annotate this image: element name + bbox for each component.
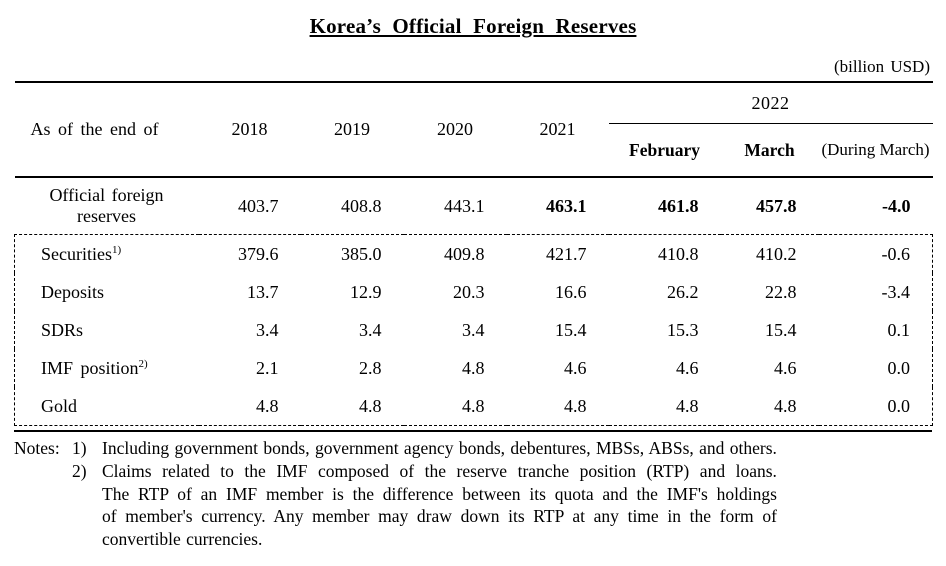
table-cell: 0.1 <box>818 311 934 349</box>
row-label-text: IMF position <box>41 357 139 378</box>
table-cell: 4.6 <box>774 357 797 378</box>
table-cell: 3.4 <box>462 319 485 340</box>
table-cell: 443.1 <box>444 195 485 216</box>
table-bottom-rule <box>14 430 932 432</box>
notes-section: Notes: 1) Including government bonds, go… <box>14 437 932 551</box>
row-label: Official foreign reserves <box>49 184 164 226</box>
note-text: Claims related to the IMF composed of th… <box>102 460 777 551</box>
table-cell: 4.8 <box>608 387 721 426</box>
table-row-official-reserves: Official foreign reserves 403.7 408.8 44… <box>15 177 933 235</box>
table-cell: 16.6 <box>555 281 587 302</box>
note-item: 2) Claims related to the IMF composed of… <box>72 460 777 551</box>
row-label: Securities1) <box>14 234 199 273</box>
note-marker: 1) <box>72 438 87 458</box>
header-row-top: As of the end of 2018 2019 2020 2021 202… <box>14 82 933 178</box>
table-row-gold: Gold 4.8 4.8 4.8 4.8 4.8 4.8 0.0 <box>14 387 934 426</box>
table-cell: 0.0 <box>818 387 934 426</box>
page-title: Korea’s Official Foreign Reserves <box>309 14 637 38</box>
table-cell: 4.8 <box>300 387 404 426</box>
table-cell: 3.4 <box>359 319 382 340</box>
table-cell: 410.2 <box>720 234 819 273</box>
table-cell: 15.4 <box>765 319 797 340</box>
table-cell: -0.6 <box>818 234 934 273</box>
table-row-sdrs: SDRs 3.4 3.4 3.4 15.4 15.3 15.4 0.1 <box>14 311 934 349</box>
table-cell: 4.6 <box>564 357 587 378</box>
notes-label: Notes: <box>14 438 60 458</box>
table-cell: 408.8 <box>341 195 382 216</box>
table-cell: 22.8 <box>765 281 797 302</box>
table-cell: 15.4 <box>555 319 587 340</box>
note-item: 1) Including government bonds, governmen… <box>72 437 777 460</box>
footnote-ref-1: 1) <box>111 243 122 256</box>
table-cell: 4.8 <box>462 357 485 378</box>
table-cell: 12.9 <box>350 281 382 302</box>
table-cell: -4.0 <box>882 195 911 216</box>
table-cell: 409.8 <box>403 234 507 273</box>
col-header-march: March <box>720 123 819 178</box>
table-cell: 421.7 <box>506 234 609 273</box>
table-cell: 4.8 <box>720 387 819 426</box>
table-cell: 26.2 <box>667 281 699 302</box>
table-cell: 385.0 <box>300 234 404 273</box>
table-row-deposits: Deposits 13.7 12.9 20.3 16.6 26.2 22.8 -… <box>14 273 934 311</box>
table-cell: 4.8 <box>198 387 301 426</box>
note-marker: 2) <box>72 460 87 481</box>
table-cell: 463.1 <box>546 195 587 216</box>
table-row-imf-position: IMF position2) 2.1 2.8 4.8 4.6 4.6 4.6 0… <box>14 349 934 387</box>
table-cell: 15.3 <box>667 319 699 340</box>
col-header-during-march: (During March) <box>818 123 933 178</box>
table-cell: 20.3 <box>453 281 485 302</box>
table-cell: 379.6 <box>198 234 301 273</box>
col-header-2018: 2018 <box>198 82 301 178</box>
table-cell: 457.8 <box>756 195 797 216</box>
table-cell: 461.8 <box>658 195 699 216</box>
col-header-2020: 2020 <box>403 82 507 178</box>
table-row-securities: Securities1) 379.6 385.0 409.8 421.7 410… <box>14 234 934 273</box>
col-header-february: February <box>608 123 721 178</box>
col-group-2022: 2022 <box>608 82 933 124</box>
corner-header: As of the end of <box>14 82 199 178</box>
table-cell: 410.8 <box>608 234 721 273</box>
table-cell: 2.8 <box>359 357 382 378</box>
reserves-table: As of the end of 2018 2019 2020 2021 202… <box>14 81 934 426</box>
row-label: Gold <box>14 387 199 426</box>
note-line: The RTP of an IMF member is the differen… <box>102 483 777 504</box>
note-line: convertible currencies. <box>102 529 263 549</box>
table-cell: 403.7 <box>238 195 279 216</box>
note-text: Including government bonds, government a… <box>102 438 777 458</box>
row-label: SDRs <box>14 311 199 349</box>
table-cell: -3.4 <box>818 273 934 311</box>
table-cell: 3.4 <box>256 319 279 340</box>
row-label-text: Securities <box>41 243 112 264</box>
table-cell: 2.1 <box>256 357 279 378</box>
notes-items: 1) Including government bonds, governmen… <box>72 437 777 551</box>
row-label: IMF position2) <box>14 349 199 387</box>
header-row-sub: February March (During March) <box>15 123 933 178</box>
table-cell: 13.7 <box>247 281 279 302</box>
note-line: Claims related to the IMF composed of th… <box>102 460 777 481</box>
unit-label: (billion USD) <box>834 57 930 76</box>
footnote-ref-2: 2) <box>138 357 148 370</box>
col-header-2019: 2019 <box>300 82 404 178</box>
table-cell: 4.6 <box>676 357 699 378</box>
row-label: Deposits <box>14 273 199 311</box>
table-cell: 4.8 <box>403 387 507 426</box>
table-cell: 4.8 <box>506 387 609 426</box>
col-header-2021: 2021 <box>506 82 609 178</box>
note-line: of member's currency. Any member may dra… <box>102 506 777 527</box>
table-cell: 0.0 <box>818 349 934 387</box>
